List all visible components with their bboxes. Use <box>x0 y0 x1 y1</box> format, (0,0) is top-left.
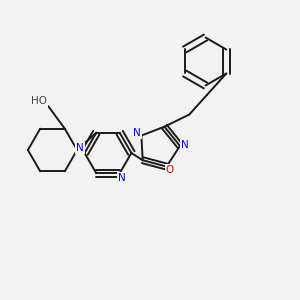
Text: N: N <box>181 140 189 150</box>
Text: N: N <box>118 173 126 183</box>
Text: HO: HO <box>31 96 47 106</box>
Text: O: O <box>165 165 174 175</box>
Text: N: N <box>76 143 84 153</box>
Text: N: N <box>133 128 141 138</box>
